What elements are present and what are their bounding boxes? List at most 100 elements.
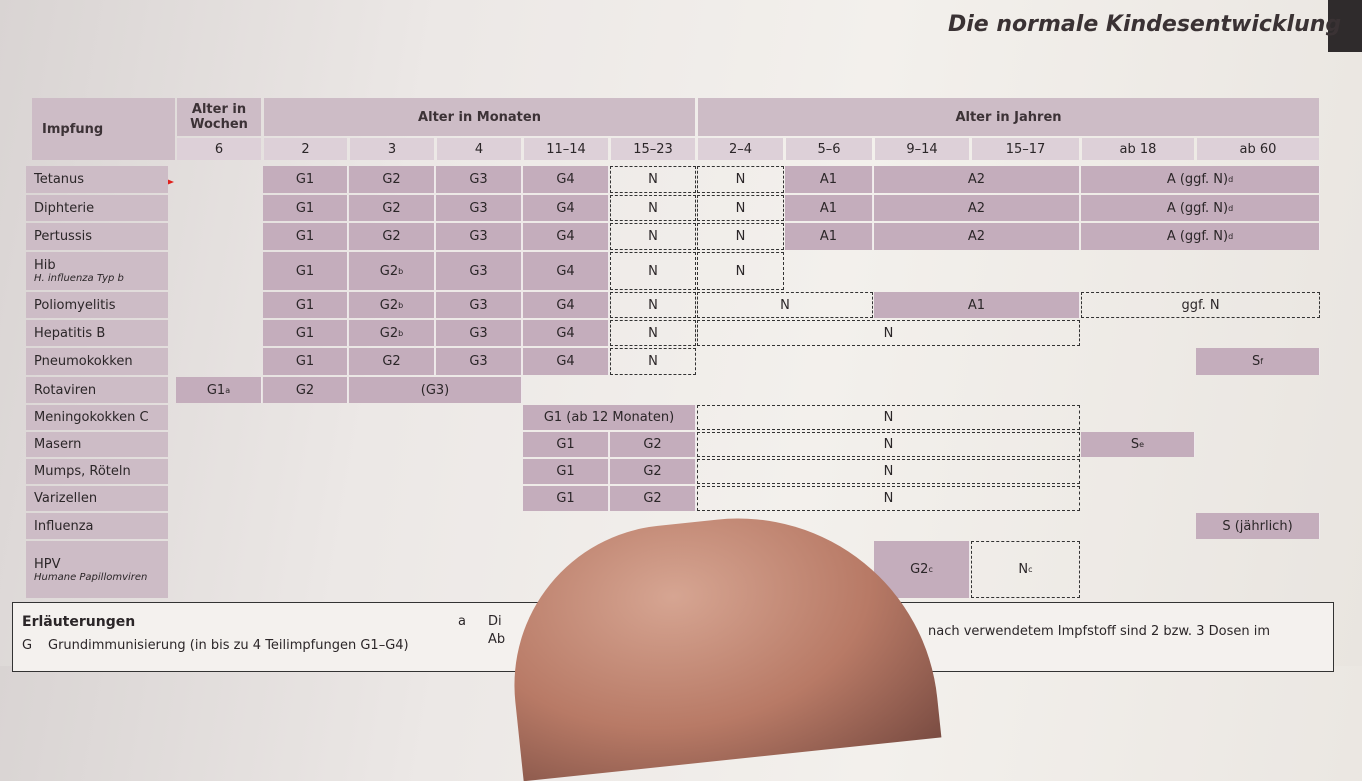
schedule-cell: G2	[349, 348, 435, 375]
cell-text: G1	[295, 172, 315, 187]
cell-text: G4	[556, 354, 575, 369]
schedule-cell: N	[697, 486, 1080, 511]
schedule-cell: G3	[436, 292, 522, 318]
cell-text: G2	[295, 382, 315, 398]
schedule-cell: N	[610, 320, 696, 346]
cell-text: N	[648, 325, 658, 341]
schedule-cell: ggf. N	[1081, 292, 1320, 318]
age-header: 3	[350, 138, 434, 160]
schedule-cell: G1	[523, 486, 609, 511]
schedule-cell: N	[610, 292, 696, 318]
cell-text: N	[648, 263, 658, 279]
schedule-cell: G1	[263, 292, 348, 318]
schedule-cell: (G3)	[349, 377, 522, 403]
cell-text: G1	[556, 491, 575, 506]
age-header: ab 60	[1197, 138, 1319, 160]
cell-text: G4	[556, 229, 575, 244]
schedule-cell: G4	[523, 252, 609, 290]
age-header: 11–14	[524, 138, 608, 160]
cell-text: N	[883, 491, 894, 506]
schedule-cell: A (ggf. N) d	[1081, 166, 1320, 193]
schedule-cell: A2	[874, 223, 1080, 250]
note-text: Di	[488, 614, 502, 629]
cell-text: A1	[819, 229, 838, 244]
cell-text: G4	[556, 325, 575, 341]
cell-text: S	[1130, 437, 1140, 452]
age-header: 15–17	[972, 138, 1079, 160]
schedule-cell: N	[610, 348, 696, 375]
cell-text: G2	[643, 437, 662, 452]
cell-text: N	[883, 410, 894, 425]
cell-footnote: b	[398, 328, 404, 338]
cell-text: A (ggf. N)	[1166, 229, 1229, 244]
row-label: Influenza	[26, 513, 168, 539]
row-label: Masern	[26, 432, 168, 457]
group-header: Alter in Monaten	[264, 98, 695, 136]
corner-header: Impfung	[32, 98, 175, 160]
row-name: Pertussis	[34, 229, 92, 244]
cell-footnote: a	[225, 385, 231, 395]
cell-footnote: d	[1228, 232, 1234, 241]
cell-text: ggf. N	[1181, 297, 1220, 313]
schedule-cell: G2	[610, 486, 696, 511]
schedule-cell: N	[697, 432, 1080, 457]
row-name: Influenza	[34, 518, 94, 534]
schedule-cell: G4	[523, 292, 609, 318]
row-label: Pneumokokken	[26, 348, 168, 375]
schedule-cell: G3	[436, 223, 522, 250]
cell-footnote: c	[928, 565, 933, 574]
cell-text: G3	[469, 354, 488, 369]
cell-text: G1	[295, 297, 315, 313]
schedule-cell: G1	[263, 252, 348, 290]
group-header: Alter in Wochen	[177, 98, 261, 136]
schedule-cell: A1	[874, 292, 1080, 318]
schedule-cell: N	[697, 166, 784, 193]
note-key: G	[22, 638, 33, 653]
row-subname: Humane Papillomviren	[34, 571, 148, 583]
schedule-cell: G1	[263, 223, 348, 250]
schedule-cell: G2	[349, 166, 435, 193]
age-header: 9–14	[875, 138, 969, 160]
cell-text: N	[1018, 562, 1029, 577]
row-label: Pertussis	[26, 223, 168, 250]
note-text: Grundimmunisierung (in bis zu 4 Teilimpf…	[48, 638, 409, 653]
row-name: Mumps, Röteln	[34, 464, 131, 479]
cell-text: G1	[295, 354, 315, 369]
cell-text: N	[735, 229, 746, 244]
row-label: Diphterie	[26, 195, 168, 221]
schedule-cell: G4	[523, 223, 609, 250]
schedule-cell: N	[697, 459, 1080, 484]
note-key: a	[458, 614, 466, 629]
cell-text: A (ggf. N)	[1166, 200, 1229, 216]
schedule-cell: G3	[436, 320, 522, 346]
row-name: Masern	[34, 437, 82, 452]
schedule-cell: N	[697, 405, 1080, 430]
cell-text: N	[735, 172, 746, 187]
row-label: Hepatitis B	[26, 320, 168, 346]
cell-text: N	[648, 172, 658, 187]
schedule-cell: G2	[349, 195, 435, 221]
row-name: Rotaviren	[34, 382, 97, 398]
cell-text: A (ggf. N)	[1166, 172, 1229, 187]
schedule-cell: G4	[523, 348, 609, 375]
cell-text: G2	[382, 354, 401, 369]
cell-text: G1	[295, 325, 315, 341]
cell-text: G1 (ab 12 Monaten)	[543, 410, 675, 425]
cell-text: G2	[382, 200, 401, 216]
cell-footnote: b	[398, 266, 404, 276]
schedule-cell: G1	[523, 432, 609, 457]
schedule-cell: G1 a	[176, 377, 262, 403]
schedule-cell: A (ggf. N) d	[1081, 223, 1320, 250]
schedule-cell: G2 b	[349, 292, 435, 318]
schedule-cell: G2	[610, 459, 696, 484]
cell-footnote: f	[1260, 357, 1264, 366]
cell-text: G2	[643, 491, 662, 506]
schedule-cell: G3	[436, 348, 522, 375]
row-name: Tetanus	[34, 172, 85, 187]
schedule-cell: A1	[785, 223, 873, 250]
schedule-cell: N	[610, 252, 696, 290]
cell-text: G1	[206, 382, 226, 398]
row-name: Hib	[34, 258, 56, 273]
